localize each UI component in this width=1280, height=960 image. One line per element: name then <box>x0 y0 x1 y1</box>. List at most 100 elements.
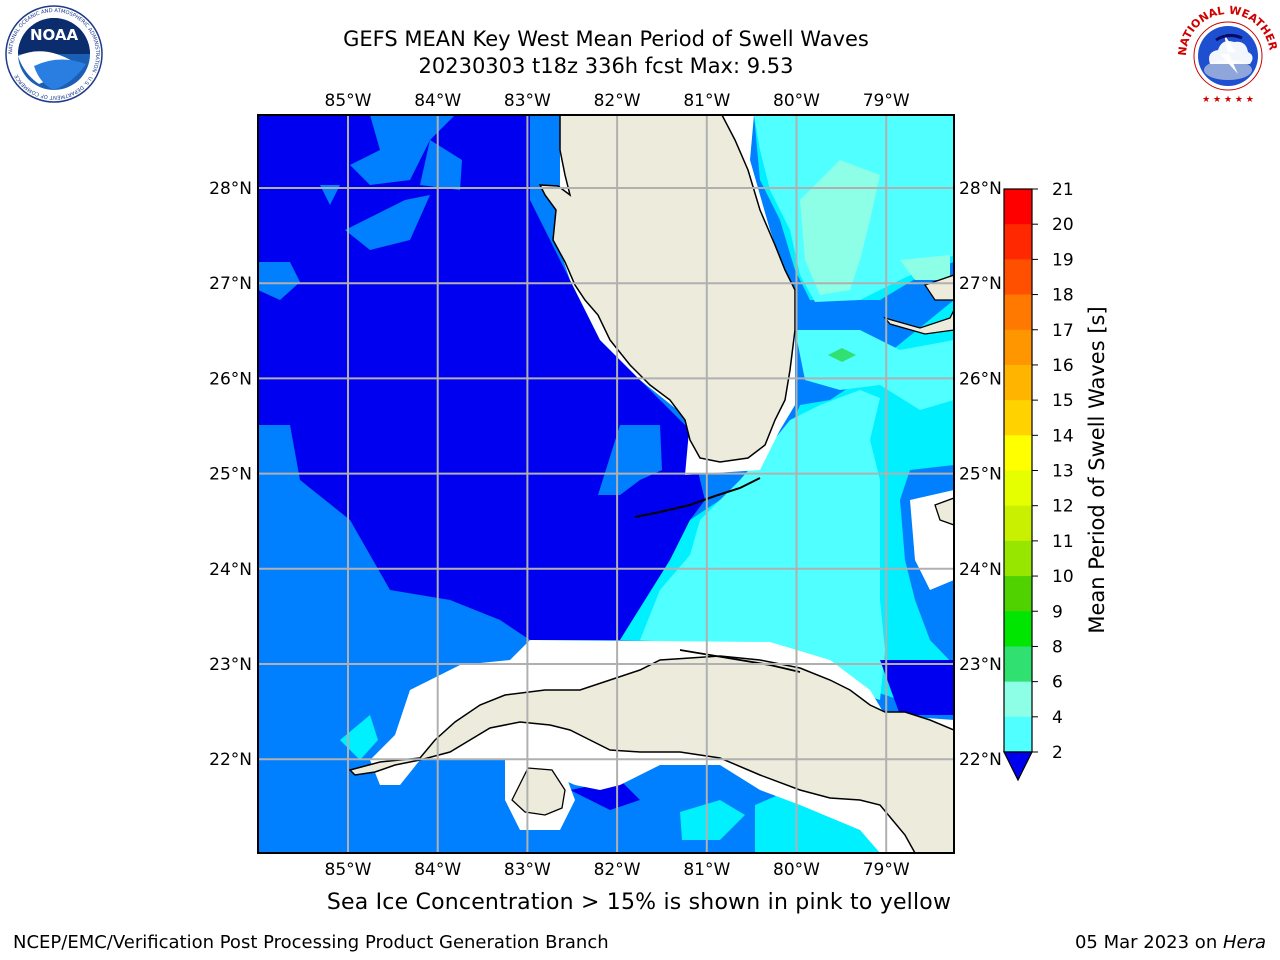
colorbar-extension <box>1003 751 1033 782</box>
colorbar-tick-label: 13 <box>1052 462 1074 482</box>
contour-6-8s <box>795 330 954 410</box>
lat-label: 25°N <box>209 465 252 485</box>
colorbar-tick-label: 19 <box>1052 250 1074 270</box>
colorbar-tick-label: 17 <box>1052 321 1074 341</box>
colorbar-band <box>1004 470 1032 507</box>
colorbar-tick-label: 11 <box>1052 532 1074 552</box>
colorbar-band <box>1004 294 1032 331</box>
colorbar-band <box>1004 646 1032 683</box>
lon-labels-top: 85°W 84°W 83°W 82°W 81°W 80°W 79°W <box>325 91 910 111</box>
map-title: GEFS MEAN Key West Mean Period of Swell … <box>343 27 869 51</box>
lat-label: 28°N <box>959 179 1002 199</box>
lon-label: 85°W <box>325 91 372 111</box>
contour-below-2s <box>880 660 954 715</box>
cuba-land <box>348 655 954 853</box>
contour-2-4s-pocket <box>258 262 300 300</box>
colorbar-band <box>1004 364 1032 401</box>
colorbar-tick-label: 9 <box>1052 602 1063 622</box>
colorbar-band <box>1004 259 1032 296</box>
footer-credit: NCEP/EMC/Verification Post Processing Pr… <box>13 932 609 953</box>
footer-date-text: 05 Mar 2023 on <box>1074 932 1223 953</box>
lon-label: 80°W <box>773 860 820 880</box>
lon-label: 79°W <box>863 91 910 111</box>
contour-2-4s-pocket <box>350 115 455 185</box>
lon-label: 83°W <box>504 860 551 880</box>
colorbar <box>1003 188 1033 782</box>
contour-2-4s-pocket <box>420 140 462 190</box>
contour-4-6s <box>340 715 378 760</box>
lon-label: 84°W <box>414 860 461 880</box>
contour-8-9s <box>800 160 880 295</box>
lat-label: 26°N <box>959 369 1002 389</box>
contour-2-4s-pocket <box>345 195 430 250</box>
lon-label: 80°W <box>773 91 820 111</box>
colorbar-band <box>1004 189 1032 225</box>
colorbar-tick-label: 4 <box>1052 708 1063 728</box>
noaa-logo-text: NOAA <box>30 26 79 44</box>
colorbar-band <box>1004 576 1032 612</box>
colorbar-band <box>1004 611 1032 647</box>
lat-label: 23°N <box>209 655 252 675</box>
sea-ice-note: Sea Ice Concentration > 15% is shown in … <box>326 890 952 915</box>
colorbar-tick-label: 10 <box>1052 567 1074 587</box>
bahamas-land <box>934 497 954 526</box>
map-subtitle: 20230303 t18z 336h fcst Max: 9.53 <box>418 54 794 78</box>
lon-label: 81°W <box>683 91 730 111</box>
colorbar-tick-label: 14 <box>1052 426 1074 446</box>
lon-label: 79°W <box>863 860 910 880</box>
contour-2-4s-pocket <box>598 425 662 495</box>
colorbar-tick-label: 15 <box>1052 391 1074 411</box>
florida-land <box>538 115 796 463</box>
colorbar-tick-label: 8 <box>1052 637 1063 657</box>
colorbar-tick-label: 12 <box>1052 497 1074 517</box>
lat-label: 27°N <box>209 274 252 294</box>
contour-4-6s <box>680 800 745 840</box>
colorbar-band <box>1004 400 1032 436</box>
colorbar-band <box>1004 540 1032 577</box>
contour-4-6s <box>755 790 900 853</box>
colorbar-band <box>1004 329 1032 366</box>
footer-date: 05 Mar 2023 on Hera <box>1075 932 1266 953</box>
contour-8-9s <box>900 255 950 280</box>
colorbar-band <box>1004 716 1032 753</box>
map-gridlines <box>258 115 954 853</box>
contour-2-4s-pocket <box>320 185 340 205</box>
colorbar-band <box>1004 505 1032 542</box>
colorbar-tick-label: 18 <box>1052 286 1074 306</box>
lat-label: 26°N <box>209 369 252 389</box>
contour-6-8s <box>640 390 885 700</box>
lon-labels-bottom: 85°W 84°W 83°W 82°W 81°W 80°W 79°W <box>325 860 910 880</box>
contour-9-10s <box>828 348 856 362</box>
cuba-keys <box>679 649 801 673</box>
svg-text:★ ★ ★ ★ ★: ★ ★ ★ ★ ★ <box>1202 95 1254 105</box>
lon-label: 84°W <box>414 91 461 111</box>
map-frame <box>257 114 955 854</box>
colorbar-tick-label: 6 <box>1052 673 1063 693</box>
lat-labels-right: 28°N 27°N 26°N 25°N 24°N 23°N 22°N <box>959 179 1002 770</box>
lon-label: 82°W <box>594 860 641 880</box>
colorbar-band <box>1004 435 1032 471</box>
lat-label: 24°N <box>209 560 252 580</box>
colorbar-tick-label: 16 <box>1052 356 1074 376</box>
lat-label: 28°N <box>209 179 252 199</box>
lat-label: 25°N <box>959 465 1002 485</box>
lon-label: 81°W <box>683 860 730 880</box>
lat-label: 24°N <box>959 560 1002 580</box>
bahamas-land <box>923 274 954 301</box>
lon-label: 82°W <box>594 91 641 111</box>
footer-host: Hera <box>1222 932 1266 953</box>
colorbar-tick-label: 2 <box>1052 743 1063 763</box>
colorbar-tick-label: 20 <box>1052 215 1074 235</box>
lat-label: 22°N <box>959 750 1002 770</box>
colorbar-ticks: 21 20 19 18 17 16 15 14 13 12 11 10 9 8 6 4 2 <box>1032 180 1074 763</box>
lon-label: 83°W <box>504 91 551 111</box>
lat-label: 27°N <box>959 274 1002 294</box>
map-plot-area <box>258 115 954 853</box>
florida-keys <box>634 477 761 518</box>
colorbar-tick-label: 21 <box>1052 180 1074 200</box>
lat-label: 22°N <box>209 750 252 770</box>
colorbar-band <box>1004 224 1032 260</box>
colorbar-label: Mean Period of Swell Waves [s] <box>1085 306 1109 634</box>
nws-logo-icon: NATIONAL WEATHER SERVICE ★ ★ ★ ★ ★ <box>1176 4 1280 106</box>
